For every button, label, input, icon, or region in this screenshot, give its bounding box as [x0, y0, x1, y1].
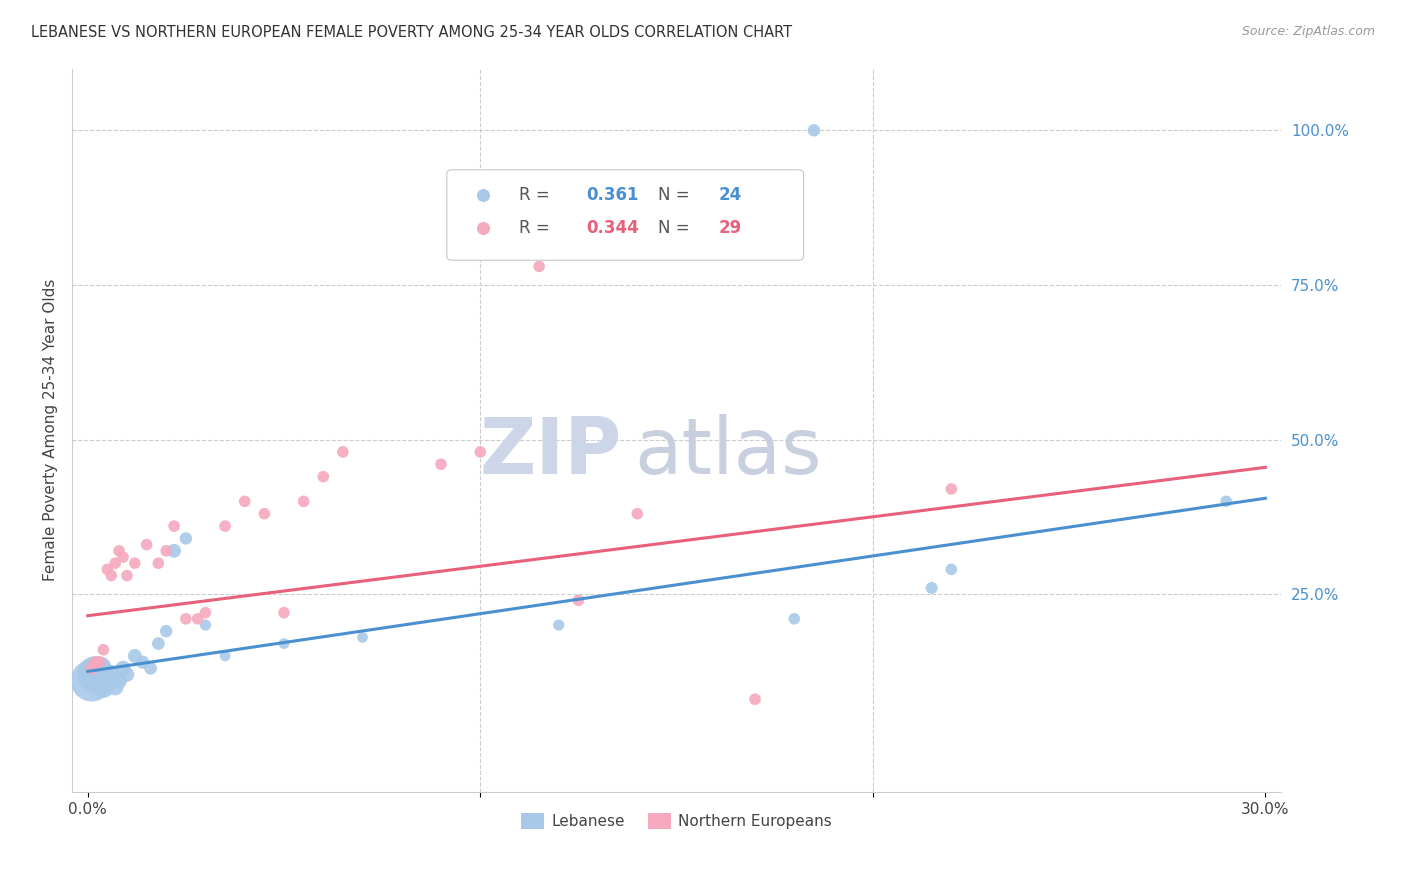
Point [139, 661, 162, 675]
Point [527, 260, 550, 274]
Point [148, 636, 170, 650]
Point [312, 469, 335, 483]
Point [163, 544, 186, 558]
Point [108, 673, 131, 688]
Point [273, 606, 295, 620]
Point [1215, 494, 1237, 508]
Point [352, 631, 374, 645]
Point [80, 661, 103, 675]
Point [148, 556, 170, 570]
Point [131, 655, 153, 669]
Point [112, 549, 135, 564]
Point [84, 655, 107, 669]
Point [124, 648, 146, 663]
Point [194, 606, 217, 620]
Text: ZIP: ZIP [479, 414, 621, 490]
Text: 24: 24 [718, 186, 742, 204]
Point [93, 680, 115, 694]
Text: R =: R = [519, 219, 555, 236]
Text: 0.361: 0.361 [586, 186, 638, 204]
Y-axis label: Female Poverty Among 25-34 Year Olds: Female Poverty Among 25-34 Year Olds [44, 279, 58, 582]
Point [100, 667, 122, 681]
Point [273, 636, 295, 650]
Point [100, 568, 122, 582]
Point [135, 538, 157, 552]
Point [214, 648, 236, 663]
Point [96, 562, 118, 576]
Point [112, 661, 135, 675]
Point [104, 556, 127, 570]
Point [124, 556, 146, 570]
Text: atlas: atlas [634, 414, 821, 490]
Point [783, 612, 806, 626]
Text: LEBANESE VS NORTHERN EUROPEAN FEMALE POVERTY AMONG 25-34 YEAR OLDS CORRELATION C: LEBANESE VS NORTHERN EUROPEAN FEMALE POV… [31, 25, 792, 40]
Point [93, 642, 115, 657]
Point [115, 667, 138, 681]
Point [547, 618, 569, 632]
Text: N =: N = [658, 219, 696, 236]
Text: 29: 29 [718, 219, 742, 236]
Point [187, 612, 209, 626]
Text: R =: R = [519, 186, 555, 204]
Point [104, 680, 127, 694]
Point [80, 673, 103, 688]
Point [470, 445, 492, 459]
Point [84, 667, 107, 681]
Point [567, 593, 589, 607]
Point [174, 612, 197, 626]
Point [941, 562, 963, 576]
Point [89, 655, 111, 669]
Text: 0.344: 0.344 [586, 219, 638, 236]
Point [941, 482, 963, 496]
Point [626, 507, 648, 521]
Point [253, 507, 276, 521]
Point [89, 661, 111, 675]
Point [921, 581, 943, 595]
Point [430, 457, 453, 471]
Point [744, 692, 766, 706]
Point [155, 544, 177, 558]
Point [108, 544, 131, 558]
Legend: Lebanese, Northern Europeans: Lebanese, Northern Europeans [515, 806, 838, 835]
Point [214, 519, 236, 533]
FancyBboxPatch shape [447, 169, 803, 260]
Point [163, 519, 186, 533]
Point [115, 568, 138, 582]
Point [174, 532, 197, 546]
Point [292, 494, 315, 508]
Point [803, 123, 825, 137]
Point [155, 624, 177, 639]
Text: N =: N = [658, 186, 696, 204]
Point [194, 618, 217, 632]
Point [233, 494, 256, 508]
Point [332, 445, 354, 459]
Point [96, 673, 118, 688]
Text: Source: ZipAtlas.com: Source: ZipAtlas.com [1241, 25, 1375, 38]
